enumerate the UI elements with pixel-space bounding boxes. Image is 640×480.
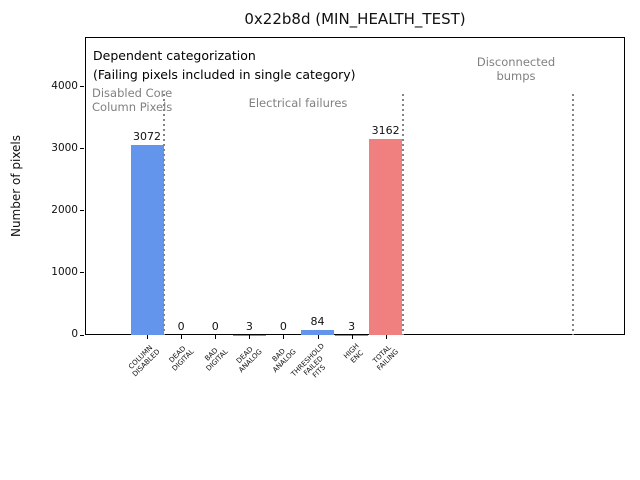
x-tick-label: COLUMN DISABLED bbox=[126, 343, 162, 379]
x-tick-mark bbox=[385, 335, 387, 339]
x-tick-label: HIGH ENC bbox=[341, 342, 365, 365]
y-tick-label: 3000 bbox=[51, 141, 78, 154]
y-tick-mark bbox=[80, 272, 84, 274]
y-tick-label: 1000 bbox=[51, 265, 78, 278]
bar-value-label: 3072 bbox=[133, 129, 162, 143]
y-tick-mark bbox=[80, 210, 84, 212]
x-tick-mark bbox=[249, 335, 251, 339]
x-tick-label: DEAD DIGITAL bbox=[167, 344, 196, 373]
y-tick-label: 2000 bbox=[51, 203, 78, 216]
bar-value-label: 84 bbox=[310, 314, 325, 328]
x-tick-label: TOTAL FAILING bbox=[371, 343, 400, 373]
bar bbox=[301, 329, 334, 335]
bar-value-label: 3162 bbox=[371, 123, 400, 137]
chart-title: 0x22b8d (MIN_HEALTH_TEST) bbox=[244, 10, 466, 28]
x-tick-mark bbox=[317, 335, 319, 339]
bar-value-label: 0 bbox=[279, 320, 287, 333]
x-tick-mark bbox=[215, 335, 217, 339]
section-divider-line bbox=[401, 94, 404, 335]
annotation-dependent-categorization: Dependent categorization bbox=[93, 48, 256, 63]
y-tick-label: 4000 bbox=[51, 79, 78, 92]
bar bbox=[369, 138, 403, 335]
x-tick-mark bbox=[283, 335, 285, 339]
section-label: Electrical failures bbox=[248, 96, 348, 110]
section-divider-line bbox=[163, 94, 166, 335]
section-label: Disabled Core Column Pixels bbox=[92, 86, 173, 114]
x-tick-mark bbox=[147, 335, 149, 339]
x-tick-label: BAD DIGITAL bbox=[203, 346, 230, 373]
x-tick-mark bbox=[181, 335, 183, 339]
section-label: Disconnected bumps bbox=[476, 55, 556, 83]
plot-area bbox=[85, 37, 625, 335]
x-tick-label: THRESHOLD FAILED FITS bbox=[289, 342, 328, 380]
x-tick-mark bbox=[351, 335, 353, 339]
y-tick-mark bbox=[80, 148, 84, 150]
bar bbox=[130, 144, 164, 335]
y-axis-label: Number of pixels bbox=[9, 134, 23, 238]
y-tick-label: 0 bbox=[71, 328, 78, 340]
x-tick-label: DEAD ANALOG bbox=[234, 345, 264, 375]
bar-value-label: 3 bbox=[245, 319, 253, 333]
annotation-failing-pixels-note: (Failing pixels included in single categ… bbox=[93, 67, 356, 82]
bar-value-label: 0 bbox=[211, 320, 219, 333]
bar-value-label: 0 bbox=[177, 320, 185, 333]
y-tick-mark bbox=[80, 86, 84, 88]
bar-value-label: 3 bbox=[348, 319, 356, 333]
section-divider-line bbox=[572, 94, 575, 335]
y-tick-mark bbox=[80, 334, 84, 336]
